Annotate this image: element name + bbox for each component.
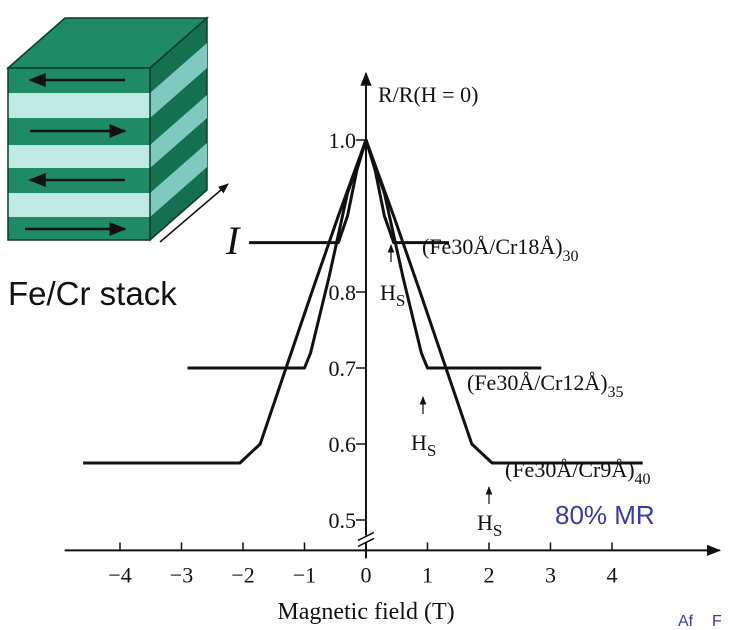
x-tick-label: −3: [170, 562, 193, 587]
annotation: HS: [411, 430, 436, 460]
series-label: (Fe30Å/Cr12Å)35: [467, 370, 624, 401]
y-tick-label: 0.5: [328, 508, 356, 533]
x-tick-label: −2: [231, 562, 254, 587]
annotation-text: H: [380, 280, 396, 305]
x-tick-label: 2: [483, 562, 494, 587]
x-tick-label: 3: [545, 562, 556, 587]
series-subscript: 30: [563, 248, 579, 265]
stack-caption: Fe/Cr stack: [8, 275, 177, 312]
series-name: (Fe30Å/Cr12Å): [467, 370, 608, 395]
y-tick-label: 0.8: [328, 280, 356, 305]
current-label: I: [225, 218, 241, 263]
annotation-subscript: S: [427, 441, 436, 460]
y-tick-label: 1.0: [328, 128, 356, 153]
x-tick-label: 4: [606, 562, 617, 587]
annotation: HS: [380, 280, 405, 310]
series-label: (Fe30Å/Cr9Å)40: [505, 457, 651, 488]
series-subscript: 40: [635, 471, 651, 488]
series-label: (Fe30Å/Cr18Å)30: [422, 234, 579, 265]
x-tick-label: 1: [422, 562, 433, 587]
stack-illustration: [8, 18, 228, 242]
annotation-text: H: [411, 430, 427, 455]
annotation: HS: [477, 510, 502, 540]
y-axis-label: R/R(H = 0): [378, 82, 478, 107]
annotation-text: H: [477, 510, 493, 535]
mr-note: 80% MR: [555, 500, 655, 530]
x-tick-label: −1: [293, 562, 316, 587]
series-subscript: 35: [608, 384, 624, 401]
series-name: (Fe30Å/Cr9Å): [505, 457, 635, 482]
chart: I Fe/Cr stack 80% MR Af F R/R(H = 0) Mag…: [0, 0, 731, 630]
annotation-subscript: S: [493, 521, 502, 540]
x-tick-label: 0: [360, 562, 371, 587]
y-tick-label: 0.7: [328, 356, 356, 381]
footer-text: F: [712, 613, 722, 630]
x-tick-label: −4: [108, 562, 131, 587]
y-tick-label: 0.6: [328, 432, 356, 457]
series-name: (Fe30Å/Cr18Å): [422, 234, 563, 259]
footer-text: Af: [678, 613, 694, 630]
x-axis-label: Magnetic field (T): [277, 599, 454, 625]
annotation-subscript: S: [396, 291, 405, 310]
